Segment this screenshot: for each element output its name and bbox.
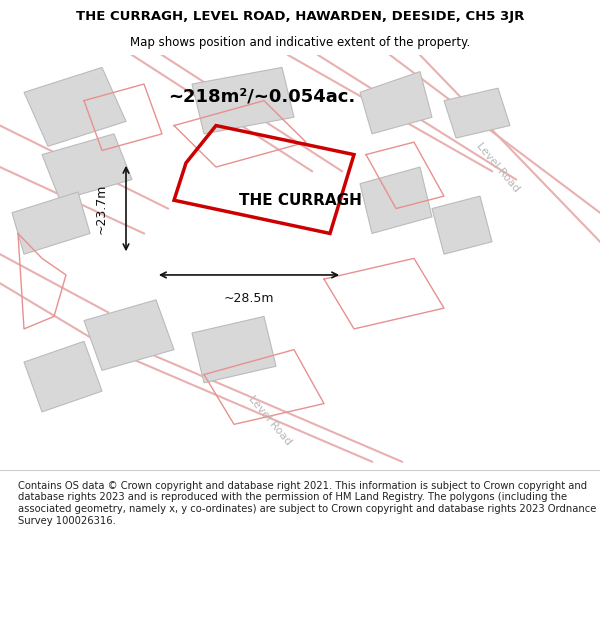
Polygon shape: [12, 192, 90, 254]
Text: ~218m²/~0.054ac.: ~218m²/~0.054ac.: [168, 88, 355, 106]
Polygon shape: [84, 300, 174, 371]
Text: ~28.5m: ~28.5m: [224, 291, 274, 304]
Text: THE CURRAGH: THE CURRAGH: [239, 192, 361, 208]
Polygon shape: [24, 68, 126, 146]
Text: ~23.7m: ~23.7m: [95, 183, 108, 234]
Polygon shape: [192, 316, 276, 383]
Polygon shape: [24, 341, 102, 412]
Text: THE CURRAGH, LEVEL ROAD, HAWARDEN, DEESIDE, CH5 3JR: THE CURRAGH, LEVEL ROAD, HAWARDEN, DEESI…: [76, 10, 524, 23]
Polygon shape: [360, 167, 432, 234]
Text: Level Road: Level Road: [247, 394, 293, 447]
Text: Map shows position and indicative extent of the property.: Map shows position and indicative extent…: [130, 36, 470, 49]
Polygon shape: [360, 72, 432, 134]
Text: Contains OS data © Crown copyright and database right 2021. This information is : Contains OS data © Crown copyright and d…: [18, 481, 596, 526]
Polygon shape: [42, 134, 132, 200]
Polygon shape: [444, 88, 510, 138]
Text: Level Road: Level Road: [475, 141, 521, 194]
Polygon shape: [192, 68, 294, 134]
Polygon shape: [432, 196, 492, 254]
